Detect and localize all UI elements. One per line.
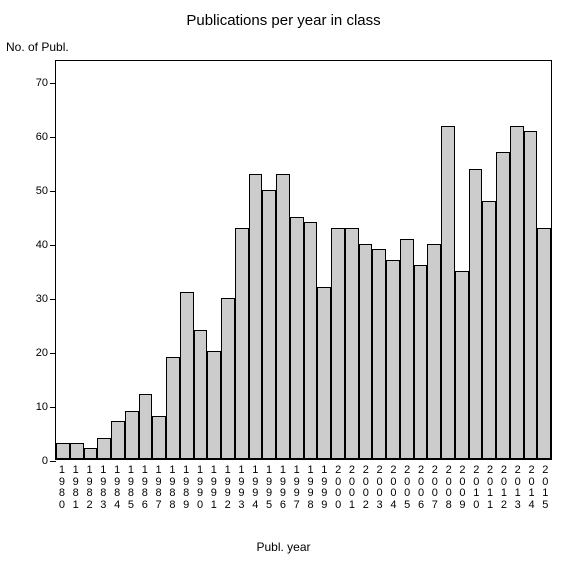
x-tick-label: 2004 [387, 465, 401, 511]
x-tick-label: 1991 [207, 465, 221, 511]
x-tick-label: 2010 [469, 465, 483, 511]
bar [235, 228, 249, 459]
x-tick-label: 1995 [262, 465, 276, 511]
bar [194, 330, 208, 459]
bar [125, 411, 139, 459]
x-tick-label: 2013 [511, 465, 525, 511]
x-tick-label: 2006 [414, 465, 428, 511]
bar [414, 265, 428, 459]
x-tick-label: 1987 [152, 465, 166, 511]
x-tick-label: 2008 [442, 465, 456, 511]
x-tick-label: 2007 [428, 465, 442, 511]
bar [249, 174, 263, 459]
x-tick-label: 1985 [124, 465, 138, 511]
y-tick [50, 407, 56, 408]
y-tick-label: 40 [36, 239, 48, 251]
bar [359, 244, 373, 459]
x-tick-label: 1992 [221, 465, 235, 511]
x-tick-label: 1996 [276, 465, 290, 511]
bar [455, 271, 469, 459]
bar [207, 351, 221, 459]
y-tick [50, 191, 56, 192]
x-tick-label: 1984 [110, 465, 124, 511]
y-tick [50, 299, 56, 300]
bar [537, 228, 551, 459]
x-tick-label: 2005 [400, 465, 414, 511]
bar [180, 292, 194, 459]
y-axis-label: No. of Publ. [6, 40, 69, 54]
x-tick-label: 2011 [483, 465, 497, 511]
x-tick-label: 2001 [345, 465, 359, 511]
x-tick-label: 1990 [193, 465, 207, 511]
y-tick [50, 83, 56, 84]
y-tick-label: 0 [42, 455, 48, 467]
y-tick [50, 245, 56, 246]
bar [221, 298, 235, 459]
x-tick-label: 1986 [138, 465, 152, 511]
bar [56, 443, 70, 459]
bar [496, 152, 510, 459]
y-tick [50, 353, 56, 354]
x-tick-label: 2003 [373, 465, 387, 511]
x-tick-label: 1988 [166, 465, 180, 511]
bar [317, 287, 331, 459]
y-tick [50, 137, 56, 138]
bar [139, 394, 153, 459]
bar [345, 228, 359, 459]
x-tick-label: 1994 [248, 465, 262, 511]
plot-area: 010203040506070 [55, 60, 552, 460]
y-tick [50, 461, 56, 462]
x-tick-labels: 1980198119821983198419851986198719881989… [55, 465, 552, 511]
x-tick-label: 1997 [290, 465, 304, 511]
x-tick-label: 2015 [538, 465, 552, 511]
bar [372, 249, 386, 459]
bar [469, 169, 483, 459]
x-tick-label: 2014 [525, 465, 539, 511]
x-tick-label: 2009 [456, 465, 470, 511]
bar [400, 239, 414, 460]
x-tick-label: 2000 [331, 465, 345, 511]
y-tick-label: 10 [36, 401, 48, 413]
bar-chart: Publications per year in class No. of Pu… [0, 0, 567, 567]
bar [84, 448, 98, 459]
x-tick-label: 1999 [317, 465, 331, 511]
bar [482, 201, 496, 459]
bar [441, 126, 455, 459]
y-tick-label: 50 [36, 185, 48, 197]
y-tick-label: 70 [36, 77, 48, 89]
bar [111, 421, 125, 459]
bar [290, 217, 304, 459]
x-tick-label: 2002 [359, 465, 373, 511]
bar [152, 416, 166, 459]
x-tick-label: 1983 [96, 465, 110, 511]
x-tick-label: 1982 [83, 465, 97, 511]
x-tick-label: 1998 [304, 465, 318, 511]
y-tick-label: 20 [36, 347, 48, 359]
bar [276, 174, 290, 459]
x-tick-label: 2012 [497, 465, 511, 511]
bar [510, 126, 524, 459]
bar [427, 244, 441, 459]
bar [304, 222, 318, 459]
bar [524, 131, 538, 459]
bar [166, 357, 180, 459]
x-tick-label: 1993 [235, 465, 249, 511]
chart-title: Publications per year in class [0, 12, 567, 29]
bar [262, 190, 276, 459]
bar [386, 260, 400, 459]
x-axis-label: Publ. year [0, 540, 567, 554]
y-tick-label: 30 [36, 293, 48, 305]
x-tick-label: 1981 [69, 465, 83, 511]
bar [97, 438, 111, 460]
bars-container [56, 61, 551, 459]
y-tick-label: 60 [36, 131, 48, 143]
x-tick-label: 1980 [55, 465, 69, 511]
x-tick-label: 1989 [179, 465, 193, 511]
bar [70, 443, 84, 459]
bar [331, 228, 345, 459]
